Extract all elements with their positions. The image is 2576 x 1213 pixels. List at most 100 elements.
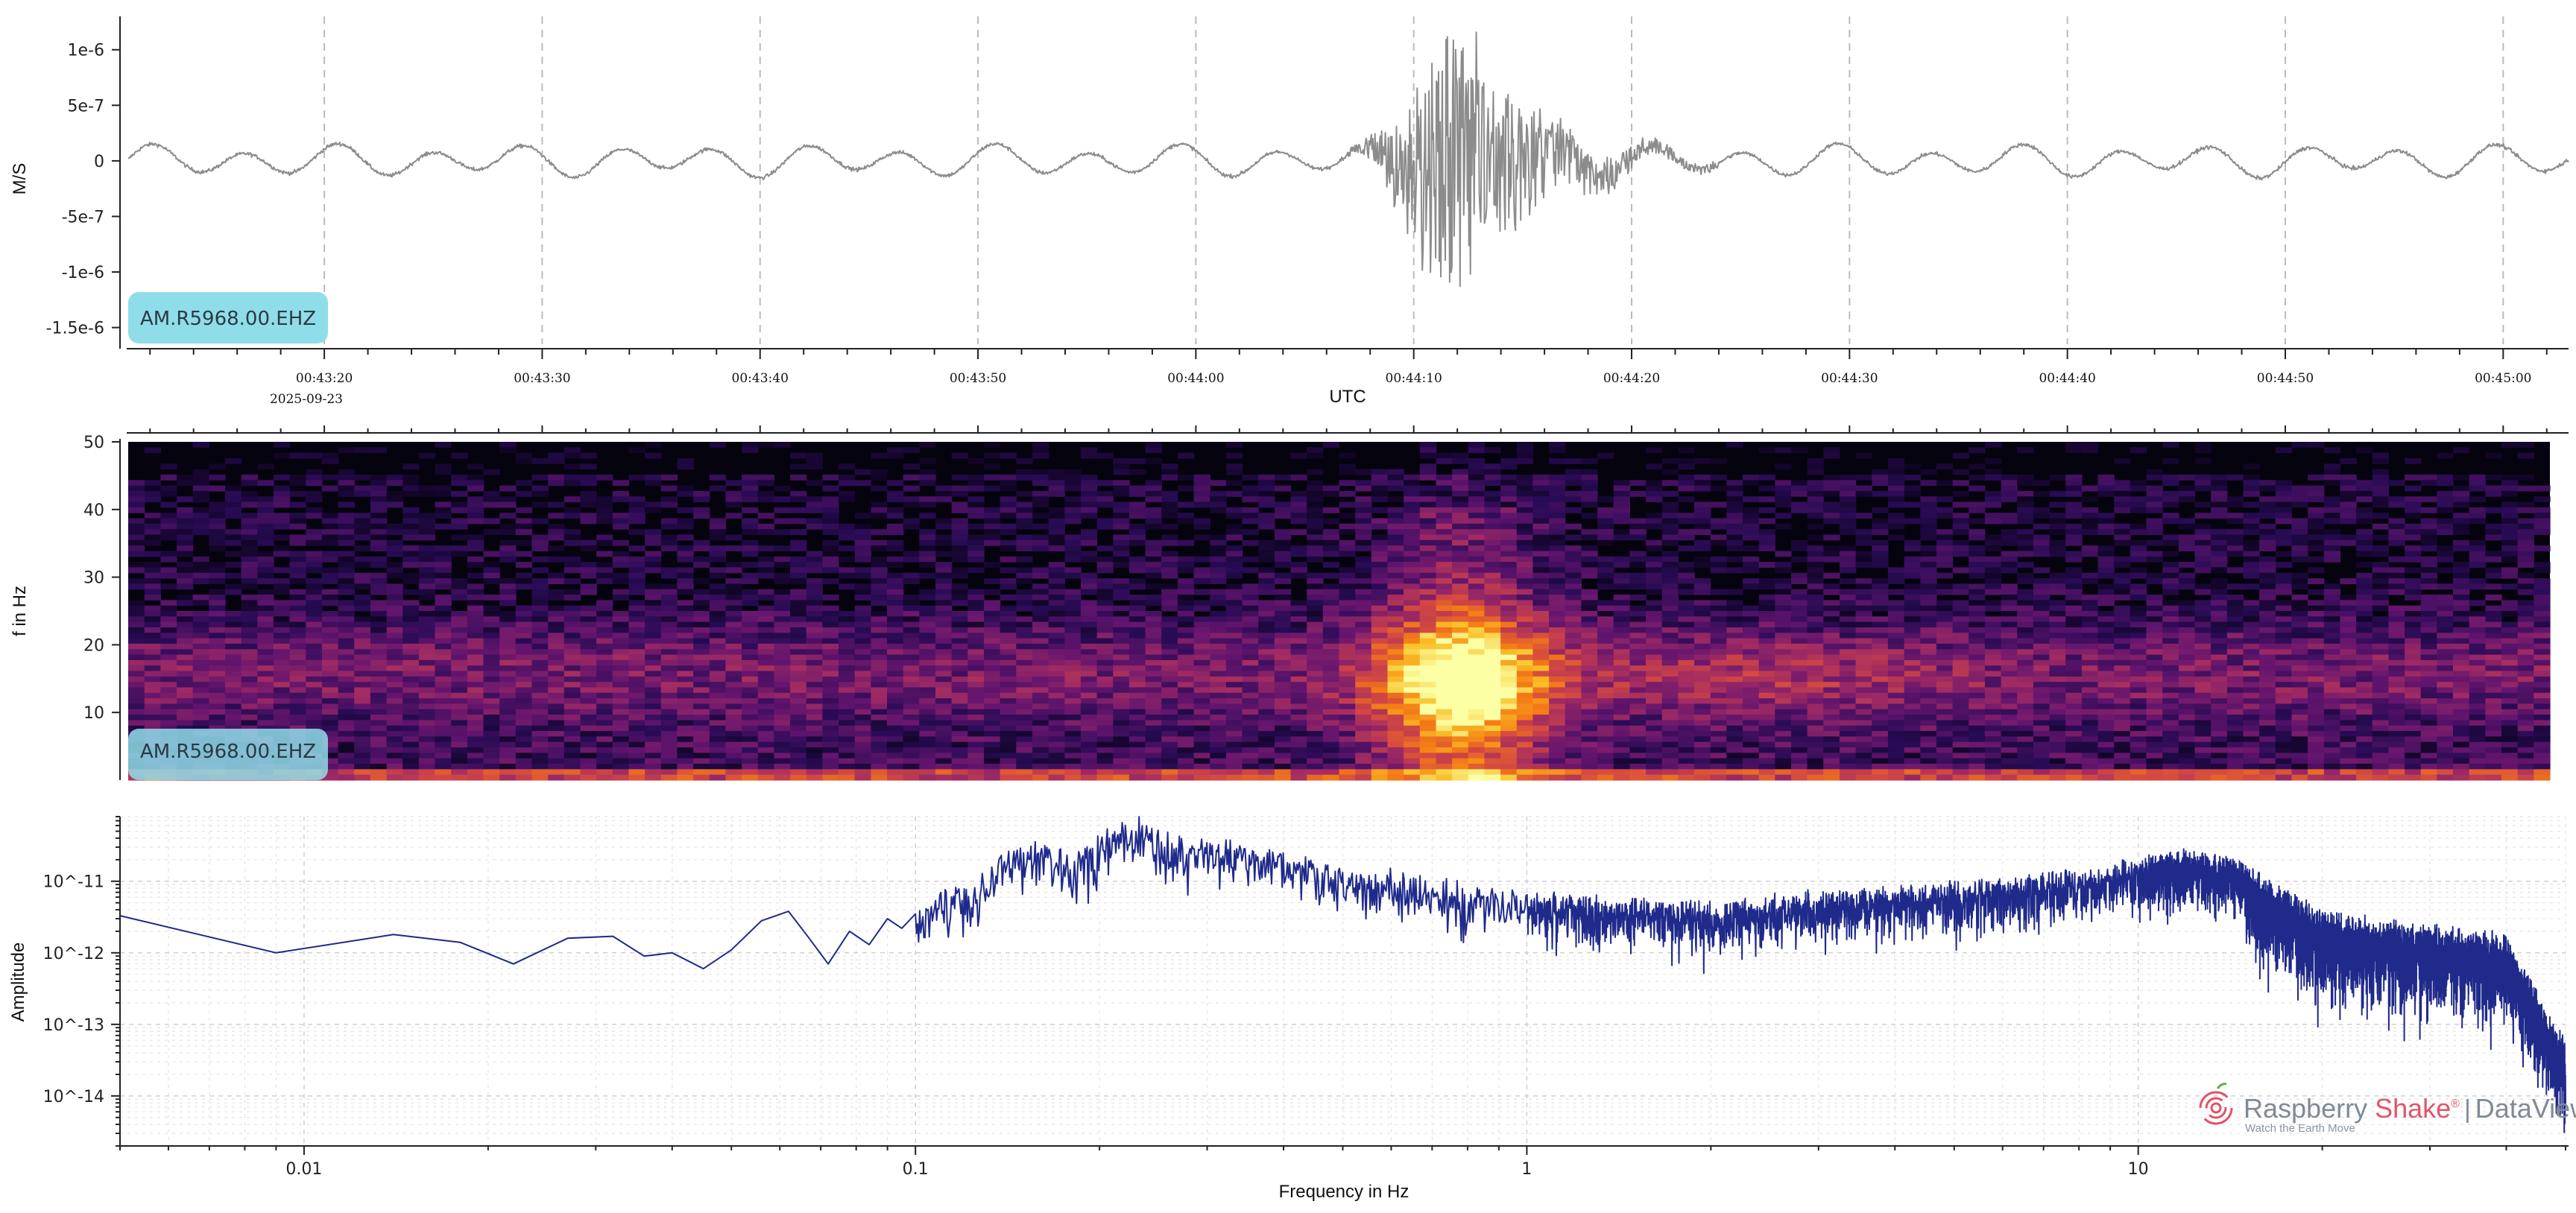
spectrogram-cell bbox=[612, 698, 630, 705]
spectrogram-cell bbox=[1096, 774, 1114, 781]
spectrogram-cell bbox=[1484, 572, 1501, 579]
spectrogram-cell bbox=[839, 692, 856, 699]
spectrogram-cell bbox=[467, 621, 484, 628]
spectrogram-cell bbox=[1597, 774, 1614, 781]
spectrogram-cell bbox=[1371, 758, 1389, 764]
spectrogram-cell bbox=[854, 720, 871, 726]
spectrogram-cell bbox=[903, 720, 920, 726]
spectrogram-cell bbox=[209, 638, 226, 644]
spectrogram-cell bbox=[580, 589, 597, 595]
spectrogram-cell bbox=[1290, 545, 1307, 551]
spectrogram-cell bbox=[1193, 720, 1210, 726]
spectrogram-cell bbox=[1080, 529, 1098, 536]
spectrogram-cell bbox=[1387, 567, 1404, 574]
spectrogram-cell bbox=[1549, 600, 1566, 606]
spectrogram-cell bbox=[1064, 687, 1082, 694]
spectrogram-cell bbox=[1355, 774, 1372, 781]
spectrogram-cell bbox=[338, 539, 355, 546]
spectrogram-cell bbox=[806, 698, 823, 705]
spectrogram-cell bbox=[1016, 523, 1033, 530]
spectrogram-cell bbox=[1225, 480, 1243, 487]
spectrogram-cell bbox=[1355, 501, 1372, 508]
spectrogram-cell bbox=[1532, 764, 1550, 770]
spectrogram-cell bbox=[1452, 458, 1469, 464]
spectrogram-cell bbox=[1064, 698, 1082, 705]
spectrogram-cell bbox=[531, 627, 549, 633]
spectrogram-cell bbox=[1177, 649, 1195, 656]
waveform-x-ticks: 00:43:20 00:43:30 00:43:40 00:43:50 00:44:00… bbox=[149, 349, 2548, 386]
spectrogram-cell bbox=[273, 709, 291, 715]
spectrogram-cell bbox=[1210, 753, 1227, 759]
spectrogram-cell bbox=[1064, 616, 1082, 623]
spectrogram-cell bbox=[1258, 741, 1275, 748]
spectrogram-cell bbox=[1581, 758, 1598, 764]
spectrogram-cell bbox=[1307, 501, 1324, 508]
spectrogram-cell bbox=[871, 501, 888, 508]
spectrogram-cell bbox=[757, 562, 774, 568]
spectrogram-cell bbox=[806, 741, 823, 748]
spectrogram-cell bbox=[709, 769, 727, 776]
spectrogram-cell bbox=[548, 720, 565, 726]
spectrogram-cell bbox=[1048, 731, 1065, 737]
spectrogram-cell bbox=[725, 676, 742, 682]
spectrogram-cell bbox=[871, 452, 888, 459]
spectrogram-cell bbox=[1581, 654, 1598, 661]
spectrogram-cell bbox=[725, 741, 742, 748]
spectrogram-cell bbox=[1145, 480, 1162, 487]
spectrogram-cell bbox=[418, 731, 436, 737]
spectrogram-cell bbox=[1452, 654, 1469, 661]
spectrogram-cell bbox=[1210, 758, 1227, 764]
spectrogram-cell bbox=[677, 659, 694, 666]
spectrogram-cell bbox=[1565, 633, 1582, 639]
spectrogram-cell bbox=[1468, 659, 1486, 666]
spectrogram-cell bbox=[273, 649, 291, 656]
spectrogram-cell bbox=[273, 578, 291, 584]
spectrogram-cell bbox=[1128, 458, 1146, 464]
spectrogram-cell bbox=[160, 698, 177, 705]
spectrogram-cell bbox=[1145, 513, 1162, 519]
spectrogram-cell bbox=[1225, 545, 1243, 551]
spectrogram-cell bbox=[903, 709, 920, 715]
spectrogram-cell bbox=[806, 665, 823, 672]
spectrogram-cell bbox=[1404, 659, 1421, 666]
spectrogram-cell bbox=[1387, 741, 1404, 748]
spectrogram-cell bbox=[854, 572, 871, 579]
spectrogram-cell bbox=[984, 709, 1001, 715]
spectrogram-cell bbox=[451, 676, 468, 682]
spectrogram-cell bbox=[160, 654, 177, 661]
spectrogram-cell bbox=[1419, 447, 1437, 454]
spectrogram-cell bbox=[241, 534, 258, 541]
spectrogram-cell bbox=[241, 687, 258, 694]
spectrogram-cell bbox=[451, 758, 468, 764]
spectrogram-cell bbox=[160, 616, 177, 623]
spectrogram-cell bbox=[451, 627, 468, 633]
spectrogram-cell bbox=[612, 769, 630, 776]
spectrogram-cell bbox=[984, 534, 1001, 541]
spectrogram-cell bbox=[822, 764, 839, 770]
spectrogram-cell bbox=[1048, 774, 1065, 781]
spectrogram-cell bbox=[1193, 654, 1210, 661]
spectrogram-cell bbox=[628, 692, 645, 699]
spectrogram-cell bbox=[725, 774, 742, 781]
spectrogram-cell bbox=[612, 589, 630, 595]
spectrogram-cell bbox=[1016, 545, 1033, 551]
spectrogram-cell bbox=[192, 720, 209, 726]
spectrogram-cell bbox=[1145, 692, 1162, 699]
spectrogram-cell bbox=[1532, 627, 1550, 633]
spectrogram-cell bbox=[354, 682, 371, 688]
spectrogram-cell bbox=[1629, 736, 1647, 743]
spectrogram-cell bbox=[1258, 709, 1275, 715]
spectrogram-cell bbox=[1419, 600, 1437, 606]
spectrogram-cell bbox=[951, 507, 968, 513]
spectrogram-cell bbox=[757, 725, 774, 732]
spectrogram-cell bbox=[822, 551, 839, 557]
spectrogram-cell bbox=[1468, 545, 1486, 551]
spectrogram-cell bbox=[1371, 605, 1389, 612]
spectrogram-cell bbox=[790, 715, 807, 720]
spectrogram-cell bbox=[1307, 447, 1324, 454]
spectrogram-cell bbox=[1048, 627, 1065, 633]
spectrogram-cell bbox=[1549, 659, 1566, 666]
spectrogram-cell bbox=[370, 633, 388, 639]
spectrogram-cell bbox=[1307, 605, 1324, 612]
spectrogram-cell bbox=[1210, 507, 1227, 513]
